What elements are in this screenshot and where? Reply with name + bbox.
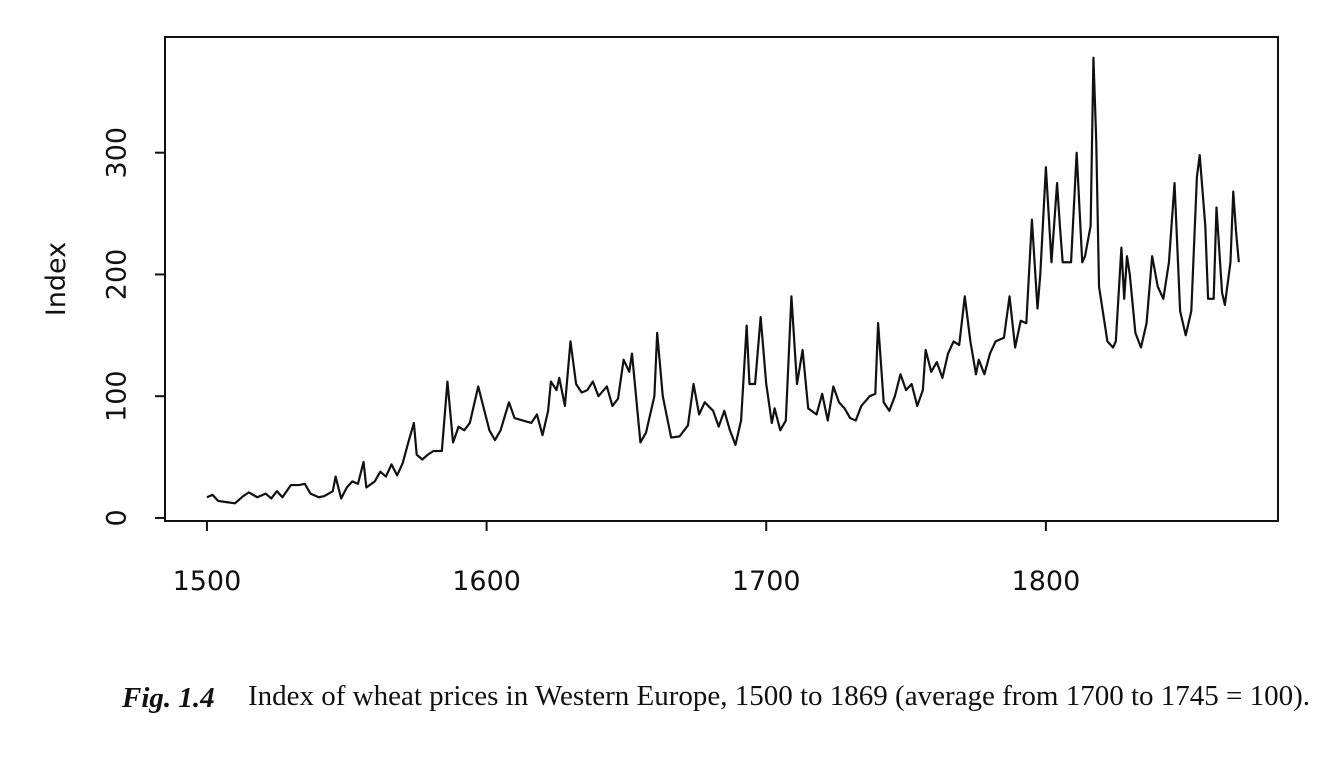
x-tick-label: 1800 — [1012, 566, 1081, 597]
y-tick-label: 0 — [102, 509, 133, 526]
x-tick-label: 1600 — [452, 566, 521, 597]
x-tick-label: 1500 — [173, 566, 242, 597]
y-tick-label: 300 — [102, 127, 133, 179]
plot-frame — [164, 36, 1279, 522]
y-axis-label: Index — [41, 242, 72, 316]
x-tick-label: 1700 — [732, 566, 801, 597]
y-tick-label: 100 — [102, 370, 133, 422]
caption-box: Index of wheat prices in Western Europe,… — [248, 680, 1311, 712]
caption-text: Index of wheat prices in Western Europe,… — [248, 680, 1311, 712]
y-tick-label: 200 — [102, 249, 133, 301]
caption: Fig. 1.4 — [121, 682, 215, 714]
price-line — [206, 56, 1240, 505]
figure-label: Fig. 1.4 — [121, 682, 215, 714]
